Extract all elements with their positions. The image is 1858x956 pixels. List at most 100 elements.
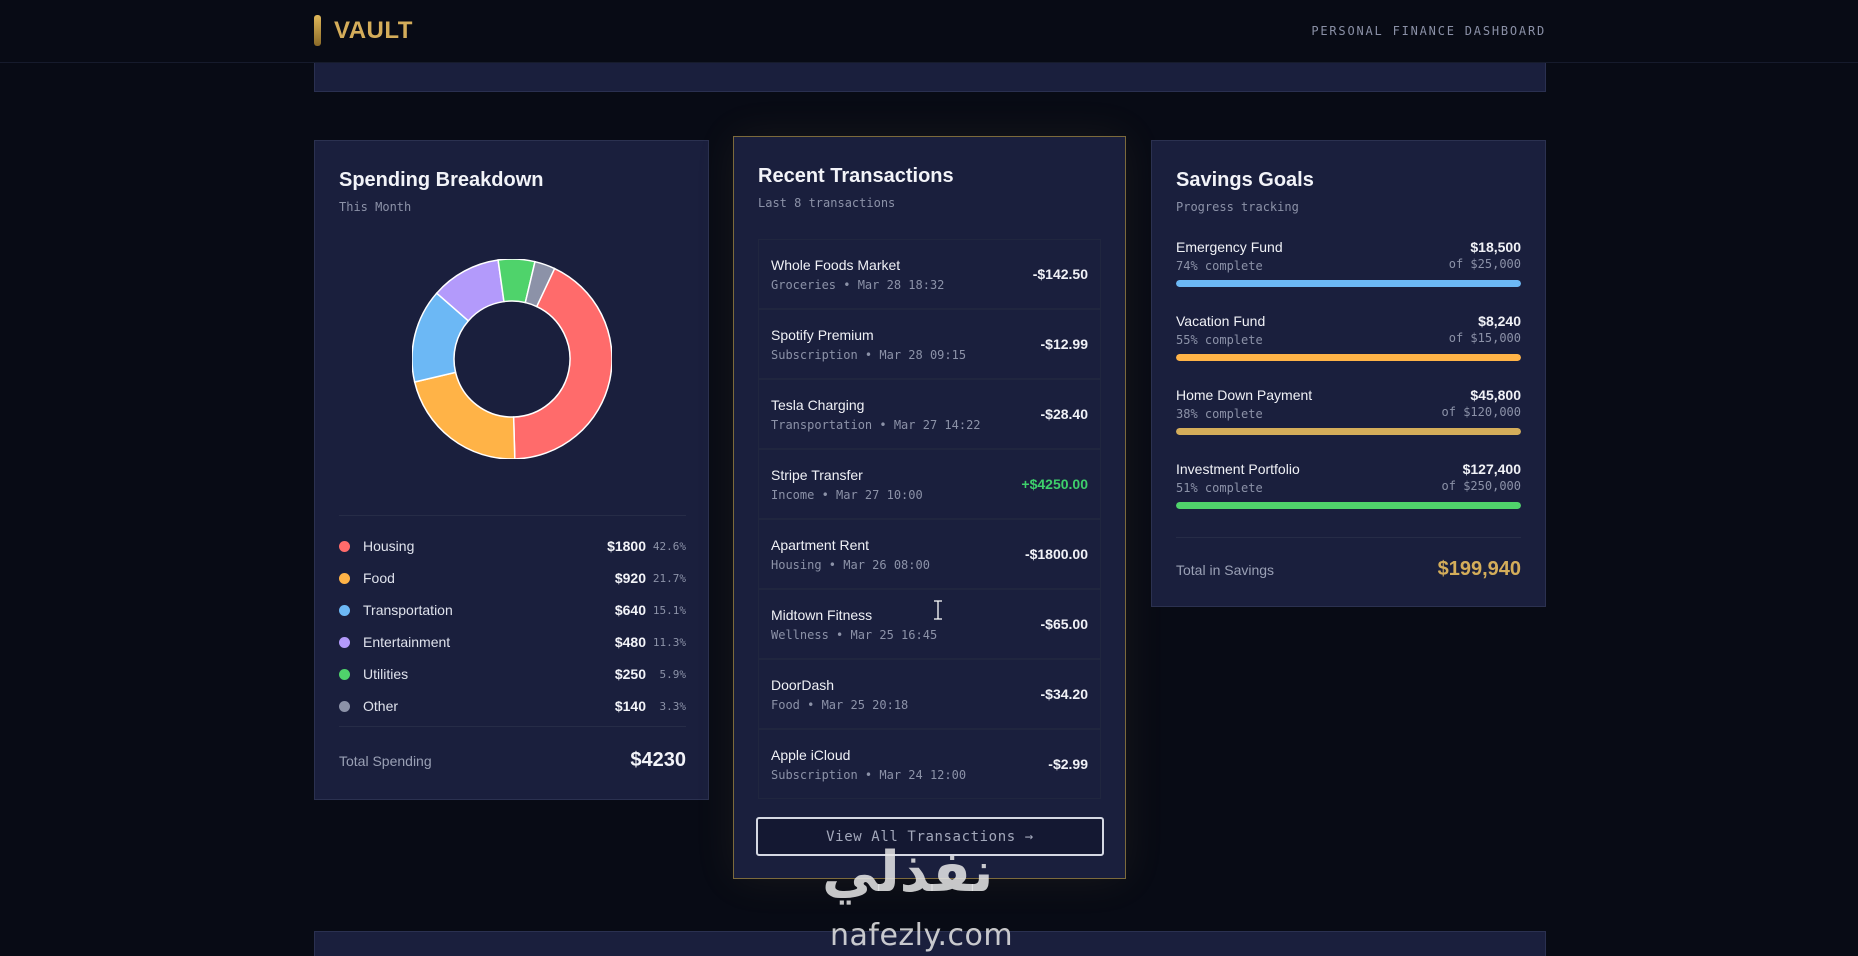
transaction-name: DoorDash	[771, 676, 835, 693]
transaction-name: Spotify Premium	[771, 326, 874, 343]
transaction-row[interactable]: Midtown Fitness Wellness • Mar 25 16:45 …	[758, 589, 1101, 659]
transaction-name: Apple iCloud	[771, 746, 851, 763]
legend-percent: 11.3%	[652, 635, 686, 649]
spending-subtitle: This Month	[339, 200, 412, 214]
transaction-amount: -$2.99	[1048, 756, 1088, 772]
transaction-amount: -$28.40	[1040, 406, 1088, 422]
legend-percent: 21.7%	[652, 571, 686, 585]
goal-progress-bar	[1176, 280, 1521, 287]
legend-value: $1800	[607, 538, 646, 554]
legend-dot-icon	[339, 604, 350, 616]
transaction-row[interactable]: Apple iCloud Subscription • Mar 24 12:00…	[758, 729, 1101, 799]
goal-target: of $250,000	[1441, 479, 1521, 493]
goal-name: Home Down Payment	[1176, 387, 1313, 403]
goal-target: of $15,000	[1448, 331, 1521, 345]
goal-percent-text: 51% complete	[1176, 481, 1263, 495]
transaction-row[interactable]: Whole Foods Market Groceries • Mar 28 18…	[758, 239, 1101, 309]
text-cursor-icon	[934, 600, 942, 620]
legend-item: Other $140 3.3%	[339, 690, 686, 722]
goal-progress-fill	[1176, 428, 1521, 435]
goal-progress-bar	[1176, 502, 1521, 509]
spending-title: Spending Breakdown	[339, 169, 544, 191]
legend-label: Other	[363, 698, 399, 714]
legend-dot-icon	[339, 700, 350, 712]
watermark-arabic: نفذلي	[822, 840, 994, 905]
legend-item: Transportation $640 15.1%	[339, 594, 686, 626]
transaction-name: Whole Foods Market	[771, 256, 901, 273]
savings-goal[interactable]: Investment Portfolio 51% complete $127,4…	[1176, 461, 1521, 535]
savings-goals-card: Savings Goals Progress tracking Emergenc…	[1151, 140, 1546, 607]
legend-dot-icon	[339, 572, 350, 584]
goal-percent-text: 74% complete	[1176, 259, 1263, 273]
donut-slice-food[interactable]	[413, 371, 516, 459]
recent-transactions-card: Recent Transactions Last 8 transactions …	[733, 136, 1126, 879]
goal-name: Emergency Fund	[1176, 239, 1283, 255]
bottom-panel-strip	[314, 931, 1546, 956]
transaction-meta: Subscription • Mar 24 12:00	[771, 767, 967, 782]
legend-item: Housing $1800 42.6%	[339, 530, 686, 562]
goal-target: of $120,000	[1441, 405, 1521, 419]
savings-goal-list: Emergency Fund 74% complete $18,500 of $…	[1176, 239, 1521, 535]
savings-goal[interactable]: Vacation Fund 55% complete $8,240 of $15…	[1176, 313, 1521, 387]
savings-total-value: $199,940	[1437, 558, 1521, 580]
goal-progress-bar	[1176, 428, 1521, 435]
transaction-row[interactable]: Spotify Premium Subscription • Mar 28 09…	[758, 309, 1101, 379]
transaction-amount: -$142.50	[1032, 266, 1088, 282]
savings-goal[interactable]: Emergency Fund 74% complete $18,500 of $…	[1176, 239, 1521, 313]
watermark-url: nafezly.com	[830, 918, 1014, 953]
legend-item: Food $920 21.7%	[339, 562, 686, 594]
goal-amount: $127,400	[1462, 461, 1521, 477]
spending-legend: Housing $1800 42.6% Food $920 21.7% Tran…	[339, 515, 686, 722]
spending-total-label: Total Spending	[339, 752, 432, 769]
transaction-amount: -$65.00	[1040, 616, 1088, 632]
goal-progress-fill	[1176, 502, 1521, 509]
legend-label: Housing	[363, 538, 415, 554]
spending-breakdown-card: Spending Breakdown This Month Housing $1…	[314, 140, 709, 800]
transaction-row[interactable]: Stripe Transfer Income • Mar 27 10:00 +$…	[758, 449, 1101, 519]
transaction-meta: Housing • Mar 26 08:00	[771, 557, 930, 572]
transactions-title: Recent Transactions	[758, 165, 954, 187]
app-logo[interactable]: VAULT	[334, 17, 413, 44]
transaction-row[interactable]: Tesla Charging Transportation • Mar 27 1…	[758, 379, 1101, 449]
goal-amount: $18,500	[1470, 239, 1521, 255]
goal-progress-bar	[1176, 354, 1521, 361]
goal-percent-text: 55% complete	[1176, 333, 1263, 347]
savings-subtitle: Progress tracking	[1176, 200, 1299, 214]
app-header: VAULT PERSONAL FINANCE DASHBOARD	[0, 0, 1858, 63]
transaction-meta: Groceries • Mar 28 18:32	[771, 277, 945, 292]
goal-amount: $8,240	[1478, 313, 1521, 329]
spending-donut-chart	[412, 259, 612, 459]
legend-percent: 3.3%	[659, 699, 687, 713]
legend-dot-icon	[339, 668, 350, 680]
legend-dot-icon	[339, 636, 350, 648]
transaction-meta: Transportation • Mar 27 14:22	[771, 417, 981, 432]
transaction-row[interactable]: DoorDash Food • Mar 25 20:18 -$34.20	[758, 659, 1101, 729]
transaction-meta: Income • Mar 27 10:00	[771, 487, 923, 502]
legend-value: $140	[614, 698, 646, 714]
transaction-row[interactable]: Apartment Rent Housing • Mar 26 08:00 -$…	[758, 519, 1101, 589]
goal-name: Investment Portfolio	[1176, 461, 1300, 477]
transaction-name: Midtown Fitness	[771, 606, 873, 623]
goal-percent-text: 38% complete	[1176, 407, 1263, 421]
transaction-amount: -$34.20	[1040, 686, 1088, 702]
goal-progress-fill	[1176, 280, 1521, 287]
goal-progress-fill	[1176, 354, 1521, 361]
legend-percent: 5.9%	[659, 667, 687, 681]
transaction-amount: +$4250.00	[1021, 476, 1088, 492]
legend-label: Transportation	[363, 602, 453, 618]
legend-value: $920	[614, 570, 646, 586]
transaction-name: Tesla Charging	[771, 396, 865, 413]
legend-label: Utilities	[363, 666, 409, 682]
legend-dot-icon	[339, 540, 350, 552]
transaction-meta: Food • Mar 25 20:18	[771, 697, 909, 712]
donut-slice-other[interactable]	[524, 260, 556, 308]
legend-percent: 42.6%	[652, 539, 686, 553]
legend-value: $480	[614, 634, 646, 650]
header-subtitle: PERSONAL FINANCE DASHBOARD	[1311, 24, 1546, 38]
savings-goal[interactable]: Home Down Payment 38% complete $45,800 o…	[1176, 387, 1521, 461]
legend-value: $250	[614, 666, 646, 682]
transaction-meta: Wellness • Mar 25 16:45	[771, 627, 938, 642]
goal-amount: $45,800	[1470, 387, 1521, 403]
view-all-transactions-button[interactable]: View All Transactions →	[756, 817, 1104, 856]
donut-slice-housing[interactable]	[512, 267, 612, 459]
